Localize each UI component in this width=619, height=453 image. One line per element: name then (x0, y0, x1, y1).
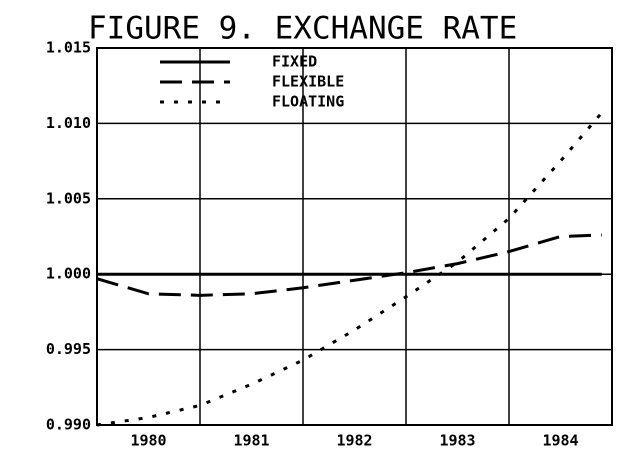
chart-title: FIGURE 9. EXCHANGE RATE (88, 11, 517, 47)
y-tick-label: 1.010 (46, 114, 91, 132)
legend-label: FLEXIBLE (272, 73, 344, 91)
y-tick-label: 0.990 (46, 416, 91, 434)
y-tick-label: 1.015 (46, 39, 91, 57)
series-line (96, 111, 603, 427)
y-tick-label: 1.005 (46, 189, 91, 207)
x-tick-label: 1982 (336, 432, 372, 450)
legend-label: FIXED (272, 53, 317, 71)
series-line (96, 233, 602, 297)
x-tick-label: 1981 (233, 432, 269, 450)
x-tick-label: 1980 (130, 432, 166, 450)
plot-frame (96, 47, 613, 426)
y-tick-label: 0.995 (46, 340, 91, 358)
x-tick-label: 1984 (542, 432, 578, 450)
x-tick-label: 1983 (439, 432, 475, 450)
legend-label: FLOATING (272, 93, 344, 111)
y-tick-label: 1.000 (46, 265, 91, 283)
